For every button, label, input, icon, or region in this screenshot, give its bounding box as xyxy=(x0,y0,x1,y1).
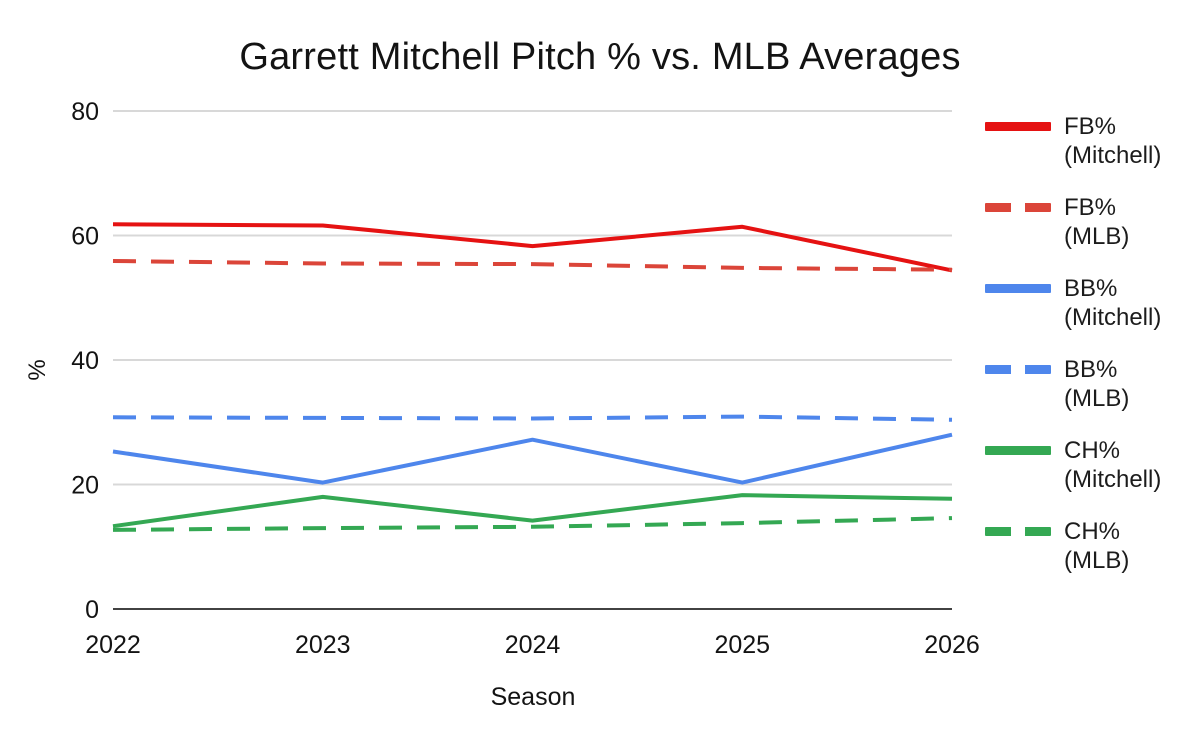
legend-label-line: (Mitchell) xyxy=(1064,304,1162,331)
chart-legend: FB% (Mitchell) FB% (MLB) BB% (Mitchell) BB% (ML… xyxy=(985,112,1161,598)
series-line-bb-mlb xyxy=(112,414,953,422)
legend-label-line: (MLB) xyxy=(1064,223,1130,250)
x-tick-label-2026: 2026 xyxy=(924,631,980,659)
legend-swatch-solid-ch-mitchell xyxy=(985,446,1051,455)
legend-label-line: (MLB) xyxy=(1064,385,1130,412)
x-tick-label-2022: 2022 xyxy=(85,631,141,659)
legend-label-line: FB% xyxy=(1064,194,1117,221)
y-tick-label-0: 0 xyxy=(85,596,99,624)
y-tick-label-20: 20 xyxy=(71,472,99,500)
x-tick-label-2025: 2025 xyxy=(714,631,770,659)
legend-label-line: (Mitchell) xyxy=(1064,142,1162,169)
legend-label: FB% (Mitchell) xyxy=(1064,112,1161,170)
legend-item-fb-mitchell: FB% (Mitchell) xyxy=(985,112,1161,170)
legend-item-bb-mlb: BB% (MLB) xyxy=(985,355,1161,413)
legend-label-line: BB% xyxy=(1064,356,1118,383)
x-tick-label-2023: 2023 xyxy=(295,631,351,659)
legend-item-bb-mitchell: BB% (Mitchell) xyxy=(985,274,1161,332)
legend-label-line: FB% xyxy=(1064,113,1117,140)
legend-item-ch-mlb: CH% (MLB) xyxy=(985,517,1161,575)
legend-swatch-solid-fb-mitchell xyxy=(985,122,1051,131)
y-tick-label-40: 40 xyxy=(71,347,99,375)
legend-label-line: CH% xyxy=(1064,518,1121,545)
legend-label: BB% (Mitchell) xyxy=(1064,274,1161,332)
series-line-fb-mitchell xyxy=(112,222,953,273)
legend-label-line: CH% xyxy=(1064,437,1121,464)
chart-title: Garrett Mitchell Pitch % vs. MLB Average… xyxy=(239,36,961,78)
legend-label: FB% (MLB) xyxy=(1064,193,1129,251)
series-line-ch-mlb xyxy=(112,516,953,532)
legend-swatch-dashed-bb-mlb xyxy=(985,365,1051,374)
y-tick-label-60: 60 xyxy=(71,223,99,251)
legend-label: CH% (MLB) xyxy=(1064,517,1129,575)
legend-swatch-dashed-fb-mlb xyxy=(985,203,1051,212)
legend-swatch-dashed-ch-mlb xyxy=(985,527,1051,536)
y-axis-title: % xyxy=(24,359,51,381)
legend-label: BB% (MLB) xyxy=(1064,355,1129,413)
legend-label: CH% (Mitchell) xyxy=(1064,436,1161,494)
x-tick-label-2024: 2024 xyxy=(505,631,561,659)
y-tick-label-80: 80 xyxy=(71,98,99,126)
legend-item-ch-mitchell: CH% (Mitchell) xyxy=(985,436,1161,494)
legend-label-line: (MLB) xyxy=(1064,547,1130,574)
legend-swatch-solid-bb-mitchell xyxy=(985,284,1051,293)
legend-item-fb-mlb: FB% (MLB) xyxy=(985,193,1161,251)
x-axis-title: Season xyxy=(490,683,576,711)
series-line-ch-mitchell xyxy=(112,493,953,529)
series-line-fb-mlb xyxy=(112,259,953,272)
legend-label-line: BB% xyxy=(1064,275,1118,302)
legend-label-line: (Mitchell) xyxy=(1064,466,1162,493)
series-line-bb-mitchell xyxy=(112,432,953,485)
